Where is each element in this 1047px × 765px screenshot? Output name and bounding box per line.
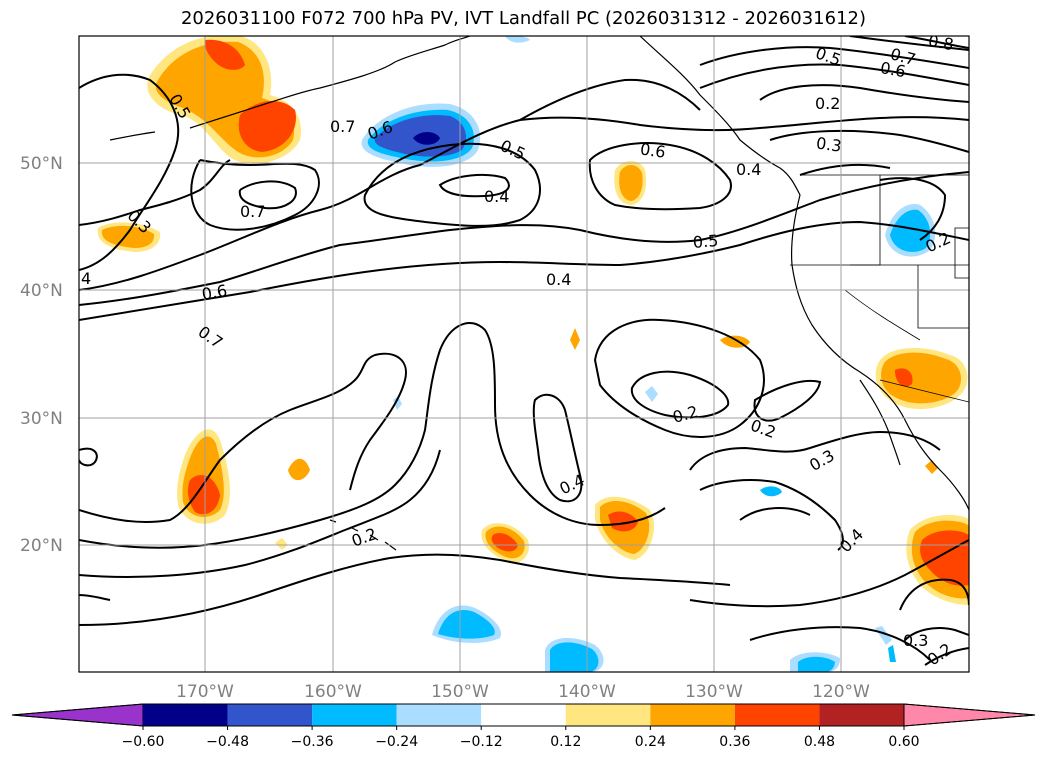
colorbar-swatch xyxy=(143,704,228,726)
contour-label: 0.7 xyxy=(240,202,265,221)
contour-label: 0.4 xyxy=(736,160,761,179)
contour-label: 0.5 xyxy=(692,231,719,252)
contour-label: 0.6 xyxy=(200,281,228,304)
contour-label: 4 xyxy=(81,269,91,288)
colorbar-swatch xyxy=(396,704,482,726)
colorbar-extend-low xyxy=(11,703,144,727)
colorbar-tick-label: 0.60 xyxy=(888,734,919,750)
colorbar-swatch xyxy=(565,704,651,726)
colorbar-tick-label: 0.24 xyxy=(635,734,666,750)
lon-label: 160°W xyxy=(304,682,362,702)
map-title: 2026031100 F072 700 hPa PV, IVT Landfall… xyxy=(180,8,867,29)
contour-label: 0.8 xyxy=(927,31,955,54)
colorbar-swatch xyxy=(312,704,397,726)
contour-label: 0.3 xyxy=(903,631,928,650)
plot-border xyxy=(78,35,970,673)
lon-label: 130°W xyxy=(685,682,743,702)
colorbar-tick-label: −0.24 xyxy=(375,734,418,750)
lon-label: 120°W xyxy=(812,682,870,702)
colorbar-swatch xyxy=(650,704,735,726)
colorbar-tick-label: 0.12 xyxy=(550,734,581,750)
colorbar-tick-label: 0.36 xyxy=(719,734,750,750)
shaded-fields xyxy=(97,36,969,672)
contour-label: 0.4 xyxy=(546,270,571,289)
graticule xyxy=(79,36,969,672)
contour-label: 0.6 xyxy=(879,58,907,81)
colorbar-tick-label: −0.36 xyxy=(291,734,334,750)
lat-label: 20°N xyxy=(20,536,63,556)
contour-labels: 0.5 0.7 0.6 0.5 0.4 0.7 0.6 0.5 0.2 0.3 … xyxy=(81,31,956,669)
colorbar-extend-high xyxy=(903,703,1036,727)
lon-label: 150°W xyxy=(431,682,489,702)
colorbar-swatch xyxy=(734,704,820,726)
latitude-labels: 50°N 40°N 30°N 20°N xyxy=(20,154,63,556)
contour-label: 0.6 xyxy=(639,139,667,161)
colorbar: −0.60 −0.48 −0.36 −0.24 −0.12 0.12 0.24 0.36 0.4… xyxy=(11,703,1036,750)
colorbar-swatch xyxy=(227,704,313,726)
colorbar-tick-label: −0.60 xyxy=(122,734,165,750)
lon-label: 140°W xyxy=(558,682,616,702)
contour-label: 0.7 xyxy=(330,117,355,136)
colorbar-tick-label: −0.12 xyxy=(460,734,503,750)
longitude-labels: 170°W 160°W 150°W 140°W 130°W 120°W xyxy=(176,682,870,702)
contour-label: 0.4 xyxy=(484,187,509,206)
colorbar-swatch xyxy=(819,704,904,726)
lat-label: 40°N xyxy=(20,281,63,301)
lat-label: 30°N xyxy=(20,409,63,429)
contour-lines xyxy=(79,36,969,666)
colorbar-tick-label: −0.48 xyxy=(206,734,249,750)
lon-label: 170°W xyxy=(176,682,234,702)
contour-label: 0.3 xyxy=(815,133,843,155)
lat-label: 50°N xyxy=(20,154,63,174)
contour-label: 0.2 xyxy=(815,94,840,113)
colorbar-swatch xyxy=(481,704,566,726)
borders xyxy=(790,174,969,403)
colorbar-tick-label: 0.48 xyxy=(804,734,835,750)
